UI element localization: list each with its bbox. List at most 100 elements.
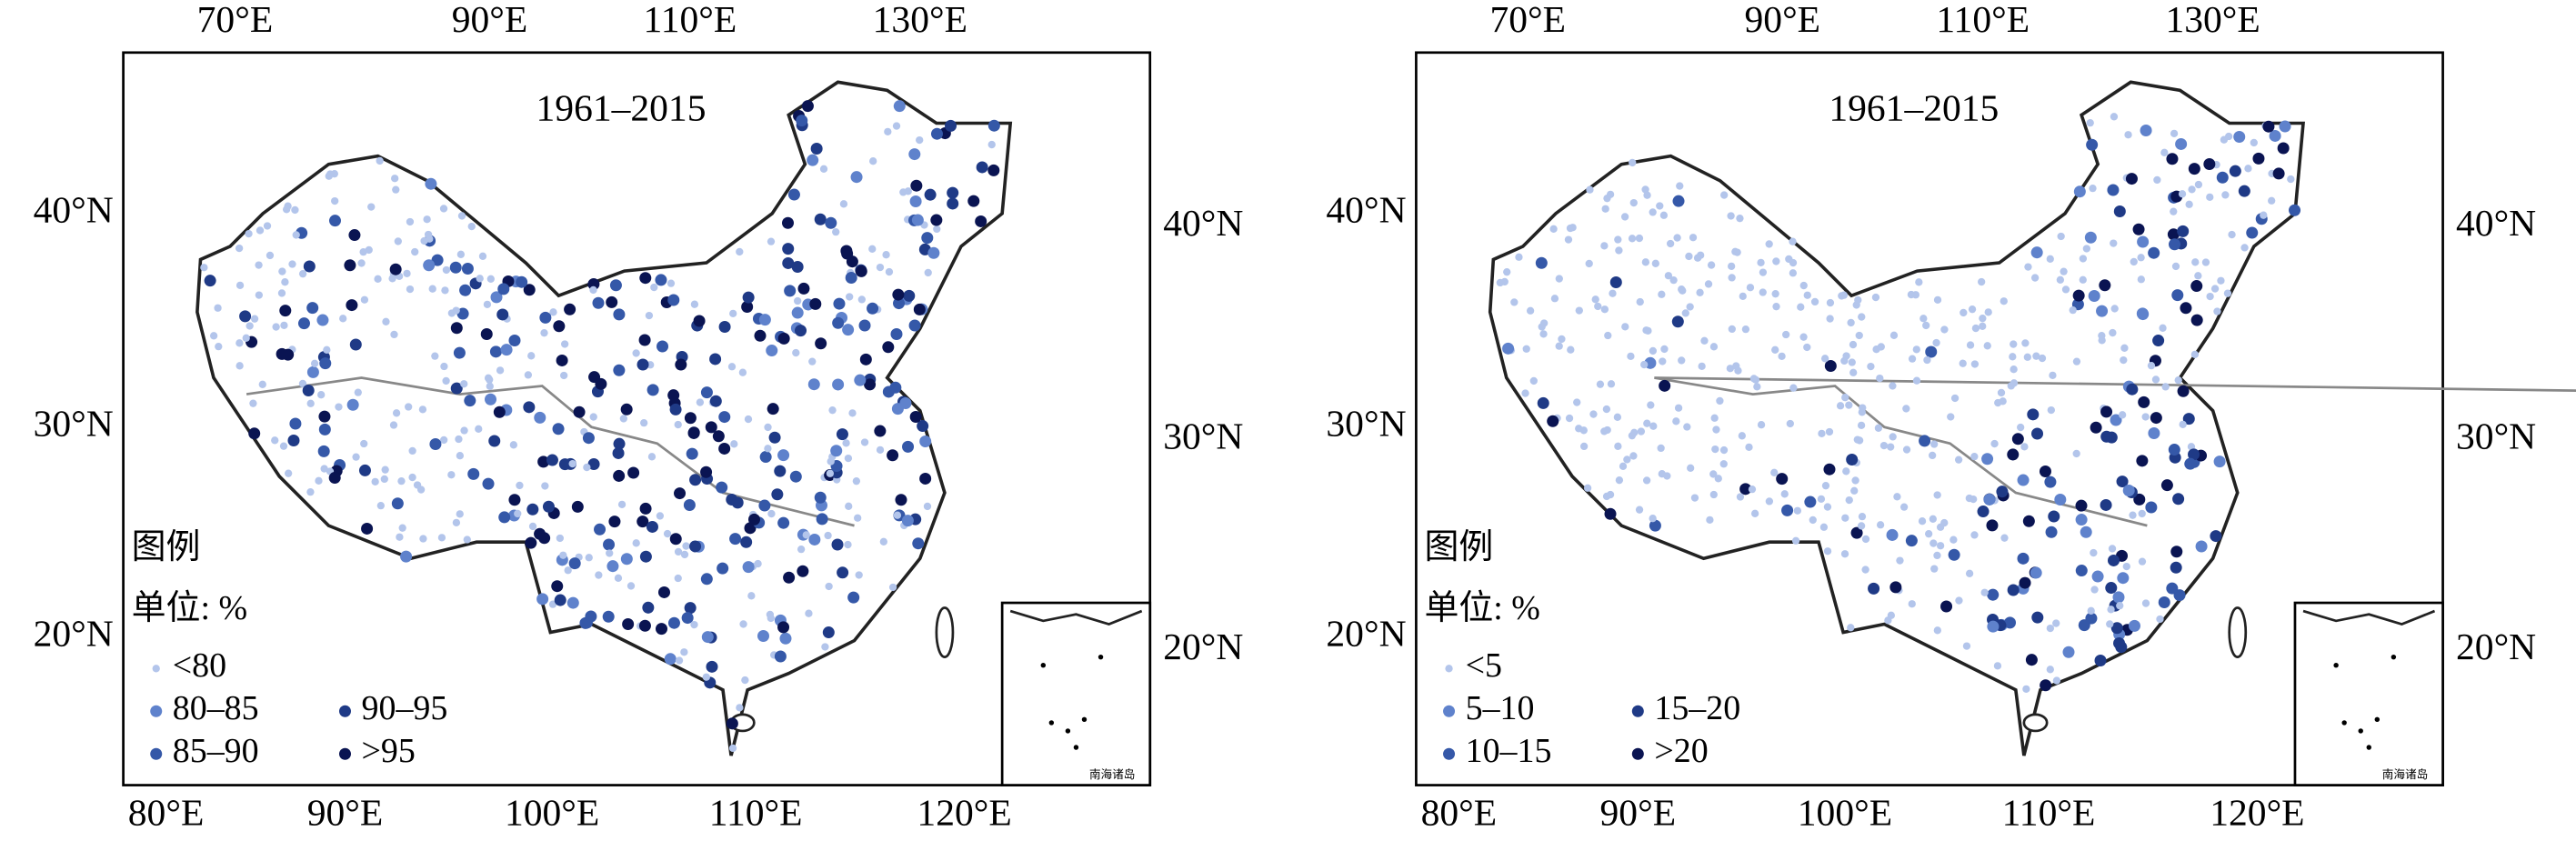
station-dot <box>2040 679 2052 692</box>
station-dot <box>573 405 586 418</box>
station-dot <box>1647 401 1655 409</box>
station-dot <box>2045 526 2058 538</box>
station-dot <box>2188 185 2196 194</box>
station-dot <box>1673 234 1681 242</box>
station-dot <box>639 272 652 285</box>
station-dot <box>594 523 606 536</box>
station-dot <box>2137 275 2145 284</box>
station-dot <box>620 403 633 415</box>
station-dot <box>382 317 390 325</box>
station-dot <box>1889 581 1902 594</box>
station-dot <box>1720 191 1729 199</box>
station-dot <box>777 621 790 634</box>
station-dot <box>636 358 649 371</box>
station-dot <box>1857 421 1866 430</box>
station-dot <box>464 395 476 407</box>
station-dot <box>306 487 315 496</box>
station-dot <box>876 263 885 272</box>
station-dot <box>797 545 806 554</box>
station-dot <box>1984 308 1992 316</box>
station-dot <box>564 303 576 315</box>
station-dot <box>461 263 474 275</box>
station-dot <box>1689 234 1698 242</box>
station-dot <box>1733 248 1741 256</box>
station-dot <box>771 488 784 501</box>
station-dot <box>879 537 887 546</box>
station-dot <box>1770 468 1779 476</box>
station-dot <box>2272 167 2285 180</box>
station-dot <box>2151 375 2160 384</box>
station-dot <box>744 415 753 424</box>
station-dot <box>924 188 937 201</box>
station-dot <box>2174 376 2182 385</box>
station-dot <box>376 501 385 510</box>
station-dot <box>1997 388 2006 397</box>
station-dot <box>1965 569 1974 577</box>
station-dot <box>1847 624 1855 632</box>
station-dot <box>457 212 466 220</box>
station-dot <box>1842 352 1850 360</box>
station-dot <box>1980 588 1989 596</box>
station-dot <box>831 538 844 551</box>
station-dot <box>1687 464 1695 472</box>
station-dot <box>317 445 330 457</box>
station-dot <box>2052 676 2061 685</box>
station-dot <box>1649 515 1657 523</box>
station-dot <box>767 237 776 245</box>
station-dot <box>2100 430 2113 443</box>
station-dot <box>214 304 222 312</box>
station-dot <box>758 499 771 512</box>
station-dot <box>910 179 923 192</box>
station-dot <box>2039 465 2051 477</box>
country-outline <box>195 80 1013 756</box>
station-dot <box>2044 476 2057 488</box>
station-dot <box>781 216 795 229</box>
station-dot <box>1621 323 1629 331</box>
station-dot <box>1664 272 1673 280</box>
station-dot <box>467 467 480 480</box>
inset-island <box>2358 728 2363 734</box>
station-dot <box>2062 646 2075 658</box>
station-dot <box>2179 420 2187 429</box>
station-dot <box>2160 148 2169 156</box>
station-dot <box>1596 380 1605 388</box>
station-dot <box>729 309 737 318</box>
station-dot <box>1950 536 1958 544</box>
station-dot <box>747 592 756 600</box>
station-dot <box>2000 297 2008 305</box>
station-dot <box>1933 551 1941 560</box>
station-dot <box>1776 473 1789 486</box>
station-dot <box>2133 493 2146 506</box>
station-dot <box>456 510 464 518</box>
station-dot <box>736 247 744 256</box>
station-dot <box>844 454 853 463</box>
right-tick-label: 40°N <box>1163 202 1243 244</box>
station-dot <box>1579 442 1589 451</box>
station-dot <box>1658 470 1666 478</box>
station-dot <box>613 364 626 376</box>
station-dot <box>2020 443 2029 451</box>
station-dot <box>1850 486 1859 495</box>
station-dot <box>675 656 684 665</box>
station-dot <box>236 281 245 290</box>
station-dot <box>809 297 822 310</box>
station-dot <box>281 278 289 286</box>
station-dot <box>1825 427 1834 436</box>
station-dot <box>2031 611 2044 624</box>
top-tick-label: 90°E <box>1745 0 1821 40</box>
station-dot <box>779 632 792 645</box>
station-dot <box>1965 494 1973 503</box>
station-dot <box>540 329 548 337</box>
station-dot <box>508 494 521 506</box>
station-dot <box>822 626 835 639</box>
station-dot <box>1741 325 1750 334</box>
station-dot <box>1884 616 1892 625</box>
station-dot <box>2147 361 2156 370</box>
station-dot <box>742 291 755 304</box>
station-dot <box>450 382 463 395</box>
station-dot <box>1929 451 1937 460</box>
station-dot <box>1968 305 1977 314</box>
station-dot <box>2150 412 2162 425</box>
station-dot <box>527 352 536 360</box>
station-dot <box>1567 345 1575 354</box>
